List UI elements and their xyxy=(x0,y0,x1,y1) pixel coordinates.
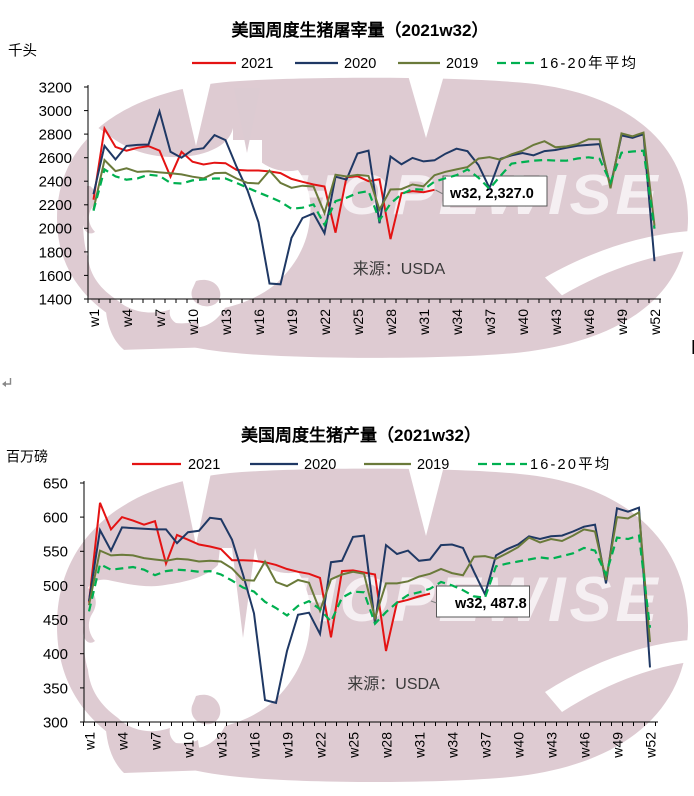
svg-text:w13: w13 xyxy=(218,309,234,336)
svg-text:2019: 2019 xyxy=(446,56,478,72)
svg-text:400: 400 xyxy=(43,646,68,663)
svg-text:2400: 2400 xyxy=(39,174,72,191)
svg-text:w46: w46 xyxy=(581,309,597,336)
svg-text:w32, 487.8: w32, 487.8 xyxy=(454,596,527,612)
svg-text:w49: w49 xyxy=(614,309,630,336)
svg-text:w7: w7 xyxy=(148,732,164,751)
svg-text:w7: w7 xyxy=(152,309,168,328)
svg-text:w16: w16 xyxy=(251,309,267,336)
svg-text:w40: w40 xyxy=(511,732,527,759)
svg-text:w31: w31 xyxy=(416,309,432,336)
svg-text:w28: w28 xyxy=(383,309,399,336)
svg-text:1600: 1600 xyxy=(39,268,72,285)
svg-text:w31: w31 xyxy=(412,732,428,759)
svg-text:美国周度生猪屠宰量（2021w32）: 美国周度生猪屠宰量（2021w32） xyxy=(232,20,489,40)
svg-text:w52: w52 xyxy=(647,309,663,336)
svg-text:2020: 2020 xyxy=(304,457,336,473)
svg-text:300: 300 xyxy=(43,714,68,731)
svg-text:2021: 2021 xyxy=(188,457,220,473)
svg-text:w34: w34 xyxy=(449,309,465,336)
svg-text:百万磅: 百万磅 xyxy=(6,449,48,465)
svg-text:w37: w37 xyxy=(478,732,494,759)
svg-text:2200: 2200 xyxy=(39,197,72,214)
svg-text:16-20年平均: 16-20年平均 xyxy=(540,55,638,72)
svg-text:3000: 3000 xyxy=(39,103,72,120)
svg-text:w34: w34 xyxy=(445,732,461,759)
svg-text:w19: w19 xyxy=(280,732,296,759)
svg-text:350: 350 xyxy=(43,680,68,697)
svg-text:来源：USDA: 来源：USDA xyxy=(347,675,440,693)
svg-text:450: 450 xyxy=(43,612,68,629)
svg-text:w1: w1 xyxy=(86,309,102,328)
svg-text:3200: 3200 xyxy=(39,79,72,96)
svg-text:w43: w43 xyxy=(544,732,560,759)
svg-text:600: 600 xyxy=(43,510,68,527)
svg-text:w25: w25 xyxy=(346,732,362,759)
svg-text:w1: w1 xyxy=(82,732,98,751)
svg-text:w40: w40 xyxy=(515,309,531,336)
svg-text:550: 550 xyxy=(43,544,68,561)
svg-text:2800: 2800 xyxy=(39,127,72,144)
svg-text:w4: w4 xyxy=(115,732,131,751)
svg-text:千头: 千头 xyxy=(8,43,37,60)
svg-text:2021: 2021 xyxy=(241,56,273,72)
svg-text:w37: w37 xyxy=(482,309,498,336)
svg-text:w10: w10 xyxy=(185,309,201,336)
svg-text:16-20平均: 16-20平均 xyxy=(530,456,612,473)
svg-text:w43: w43 xyxy=(548,309,564,336)
svg-text:美国周度生猪产量（2021w32）: 美国周度生猪产量（2021w32） xyxy=(241,425,481,445)
svg-text:w22: w22 xyxy=(317,309,333,336)
svg-text:w52: w52 xyxy=(643,732,659,759)
svg-text:w4: w4 xyxy=(119,309,135,328)
svg-text:w16: w16 xyxy=(247,732,263,759)
svg-text:650: 650 xyxy=(43,475,68,492)
svg-text:w22: w22 xyxy=(313,732,329,759)
svg-text:2020: 2020 xyxy=(344,56,376,72)
svg-text:2019: 2019 xyxy=(417,457,449,473)
svg-text:1800: 1800 xyxy=(39,244,72,261)
svg-text:w19: w19 xyxy=(284,309,300,336)
svg-text:w13: w13 xyxy=(214,732,230,759)
svg-text:2600: 2600 xyxy=(39,150,72,167)
svg-text:2000: 2000 xyxy=(39,221,72,238)
svg-text:w46: w46 xyxy=(577,732,593,759)
svg-text:w10: w10 xyxy=(181,732,197,759)
svg-text:w25: w25 xyxy=(350,309,366,336)
svg-text:w49: w49 xyxy=(610,732,626,759)
svg-text:来源：USDA: 来源：USDA xyxy=(353,260,446,278)
svg-text:500: 500 xyxy=(43,578,68,595)
svg-text:w32, 2,327.0: w32, 2,327.0 xyxy=(449,186,534,202)
svg-text:1400: 1400 xyxy=(39,291,72,308)
svg-text:w28: w28 xyxy=(379,732,395,759)
